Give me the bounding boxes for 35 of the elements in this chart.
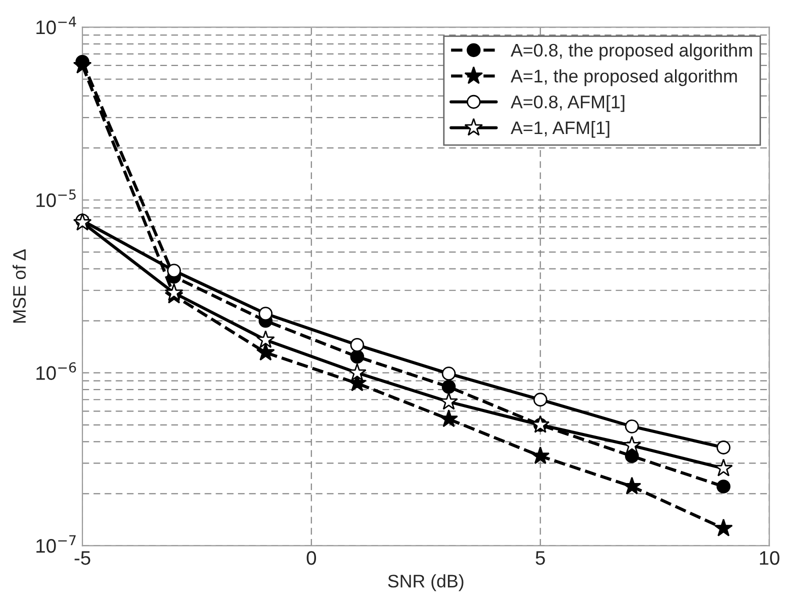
y-tick-label: 10$^{−6}$ bbox=[36, 362, 76, 380]
point bbox=[714, 458, 733, 476]
point bbox=[622, 476, 642, 495]
point bbox=[442, 366, 456, 381]
point bbox=[256, 342, 275, 361]
point bbox=[716, 440, 730, 454]
point bbox=[256, 330, 275, 348]
point bbox=[533, 392, 548, 407]
point bbox=[531, 446, 550, 464]
x-axis-title: SNR (dB) bbox=[388, 574, 464, 592]
point bbox=[348, 363, 366, 381]
y-tick-label: 10$^{−5}$ bbox=[36, 190, 76, 208]
point bbox=[167, 264, 181, 278]
point bbox=[624, 419, 639, 434]
point bbox=[350, 338, 364, 352]
point bbox=[622, 436, 642, 454]
legend-label: A=0.8, AFM[1] bbox=[510, 95, 624, 112]
point bbox=[442, 380, 456, 394]
legend-label: A=1, AFM[1] bbox=[510, 120, 610, 138]
y-axis-title: MSE of Δ bbox=[12, 249, 26, 323]
x-tick-label: 5 bbox=[536, 551, 545, 565]
point bbox=[350, 350, 364, 364]
legend-label: A=1, the proposed algorithm bbox=[510, 69, 737, 86]
point bbox=[164, 283, 184, 301]
legend-label: A=0.8, the proposed algorithm bbox=[510, 43, 752, 60]
point bbox=[258, 306, 273, 321]
point bbox=[714, 518, 733, 536]
y-tick-label: 10$^{−7}$ bbox=[36, 535, 76, 553]
point bbox=[716, 480, 730, 494]
x-tick-label: 10 bbox=[760, 551, 780, 565]
y-tick-label: 10$^{−4}$ bbox=[36, 16, 76, 34]
point bbox=[439, 409, 458, 428]
point bbox=[73, 212, 92, 231]
x-tick-label: -5 bbox=[74, 551, 90, 565]
x-tick-label: 0 bbox=[306, 551, 316, 565]
